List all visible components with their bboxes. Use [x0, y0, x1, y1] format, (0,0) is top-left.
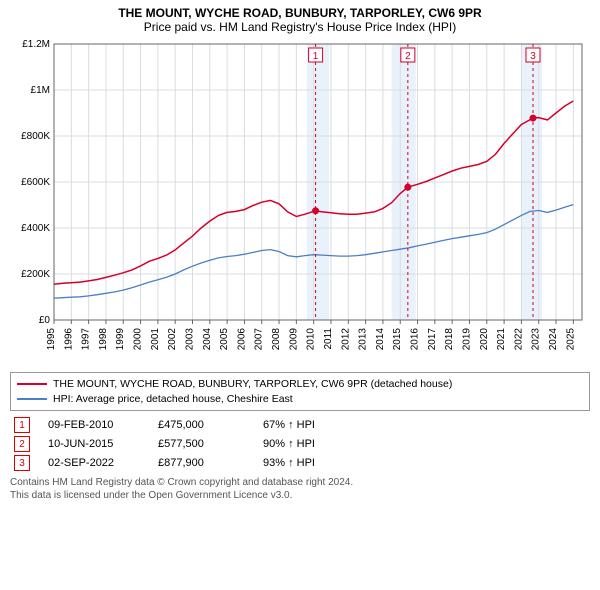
svg-text:3: 3	[530, 51, 536, 62]
footer-text: Contains HM Land Registry data © Crown c…	[10, 477, 590, 502]
svg-text:2010: 2010	[306, 328, 317, 351]
svg-text:£0: £0	[39, 315, 51, 326]
sale-price: £877,900	[158, 457, 263, 469]
svg-text:2019: 2019	[461, 328, 472, 351]
sale-badge: 1	[14, 417, 30, 433]
svg-text:1997: 1997	[81, 328, 92, 351]
svg-text:2022: 2022	[513, 328, 524, 351]
sale-row: 2 10-JUN-2015 £577,500 90% ↑ HPI	[10, 436, 590, 452]
svg-text:2014: 2014	[375, 328, 386, 351]
sale-badge: 3	[14, 455, 30, 471]
sales-table: 1 09-FEB-2010 £475,000 67% ↑ HPI 2 10-JU…	[10, 417, 590, 471]
sale-price: £475,000	[158, 419, 263, 431]
svg-text:£200K: £200K	[21, 269, 50, 280]
svg-text:2007: 2007	[254, 328, 265, 351]
footer-line1: Contains HM Land Registry data © Crown c…	[10, 477, 590, 490]
svg-text:1996: 1996	[63, 328, 74, 351]
svg-text:1999: 1999	[115, 328, 126, 351]
sale-date: 09-FEB-2010	[48, 419, 158, 431]
svg-text:2006: 2006	[236, 328, 247, 351]
page-container: { "title_line1": "THE MOUNT, WYCHE ROAD,…	[0, 0, 600, 590]
svg-text:2001: 2001	[150, 328, 161, 351]
svg-text:1: 1	[313, 51, 319, 62]
sale-date: 02-SEP-2022	[48, 457, 158, 469]
legend-item-hpi: HPI: Average price, detached house, Ches…	[17, 392, 583, 407]
sale-badge: 2	[14, 436, 30, 452]
sale-pct: 67% ↑ HPI	[263, 419, 315, 431]
svg-text:2004: 2004	[202, 328, 213, 351]
sale-date: 10-JUN-2015	[48, 438, 158, 450]
footer-line2: This data is licensed under the Open Gov…	[10, 490, 590, 503]
svg-text:1998: 1998	[98, 328, 109, 351]
chart-title-line2: Price paid vs. HM Land Registry's House …	[10, 20, 590, 34]
svg-text:2023: 2023	[531, 328, 542, 351]
sale-pct: 90% ↑ HPI	[263, 438, 315, 450]
svg-text:2012: 2012	[340, 328, 351, 351]
svg-text:2013: 2013	[358, 328, 369, 351]
svg-text:2002: 2002	[167, 328, 178, 351]
sale-row: 1 09-FEB-2010 £475,000 67% ↑ HPI	[10, 417, 590, 433]
sale-row: 3 02-SEP-2022 £877,900 93% ↑ HPI	[10, 455, 590, 471]
svg-text:2018: 2018	[444, 328, 455, 351]
chart-area: £0 £200K £400K £600K £800K £1M £1.2M 1995 1996 19…	[10, 38, 590, 368]
legend-swatch-price-paid	[17, 383, 47, 385]
svg-text:2020: 2020	[479, 328, 490, 351]
svg-text:2003: 2003	[184, 328, 195, 351]
legend-label-hpi: HPI: Average price, detached house, Ches…	[53, 392, 293, 407]
svg-text:2017: 2017	[427, 328, 438, 351]
svg-text:£800K: £800K	[21, 131, 50, 142]
legend-swatch-hpi	[17, 398, 47, 400]
svg-text:2016: 2016	[410, 328, 421, 351]
sale-pct: 93% ↑ HPI	[263, 457, 315, 469]
svg-text:£1.2M: £1.2M	[22, 39, 50, 50]
svg-text:2000: 2000	[133, 328, 144, 351]
chart-svg: £0 £200K £400K £600K £800K £1M £1.2M 1995 1996 19…	[10, 38, 590, 368]
svg-text:1995: 1995	[46, 328, 57, 351]
svg-text:2005: 2005	[219, 328, 230, 351]
svg-text:2: 2	[405, 51, 411, 62]
svg-text:2009: 2009	[288, 328, 299, 351]
svg-text:2015: 2015	[392, 328, 403, 351]
svg-text:2024: 2024	[548, 328, 559, 351]
svg-text:£600K: £600K	[21, 177, 50, 188]
svg-text:2021: 2021	[496, 328, 507, 351]
svg-text:2025: 2025	[565, 328, 576, 351]
svg-text:2008: 2008	[271, 328, 282, 351]
svg-text:£400K: £400K	[21, 223, 50, 234]
svg-text:2011: 2011	[323, 328, 334, 350]
legend-item-price-paid: THE MOUNT, WYCHE ROAD, BUNBURY, TARPORLE…	[17, 377, 583, 392]
legend-box: THE MOUNT, WYCHE ROAD, BUNBURY, TARPORLE…	[10, 372, 590, 411]
chart-title-line1: THE MOUNT, WYCHE ROAD, BUNBURY, TARPORLE…	[10, 6, 590, 20]
legend-label-price-paid: THE MOUNT, WYCHE ROAD, BUNBURY, TARPORLE…	[53, 377, 452, 392]
svg-text:£1M: £1M	[31, 85, 50, 96]
sale-price: £577,500	[158, 438, 263, 450]
